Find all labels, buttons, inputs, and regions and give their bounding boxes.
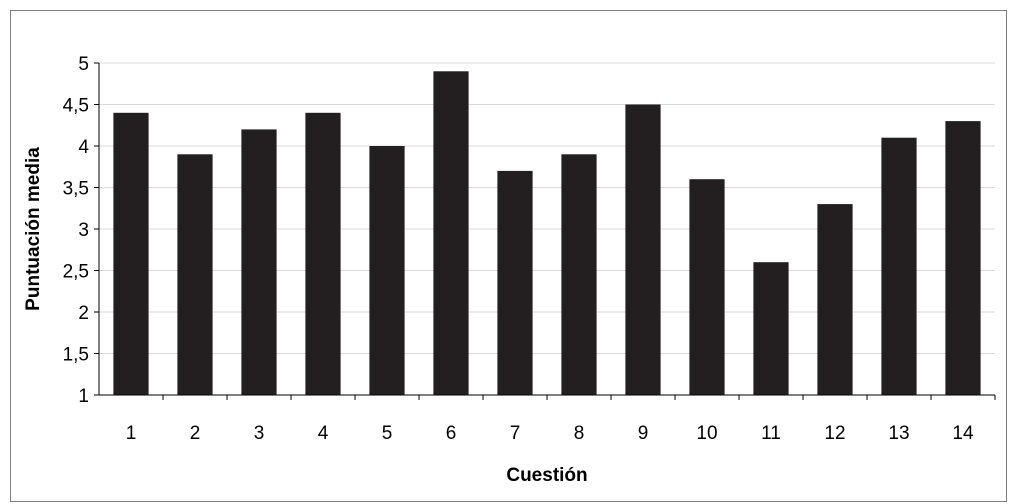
x-tick-label: 5 <box>382 423 393 444</box>
y-tick-label: 2,5 <box>63 262 89 283</box>
x-tick-label: 1 <box>126 423 137 444</box>
x-tick-label: 13 <box>888 423 909 444</box>
bar-8 <box>561 154 597 395</box>
x-axis-title: Cuestión <box>506 465 587 486</box>
x-tick-label: 7 <box>510 423 521 444</box>
x-tick-label: 14 <box>952 423 974 444</box>
y-tick-labels: 1 1,5 2 2,5 3 3,5 4 4,5 5 <box>63 54 99 407</box>
x-tick-label: 8 <box>574 423 585 444</box>
bar-13 <box>881 137 917 395</box>
x-tick-label: 11 <box>761 423 781 444</box>
bar-7 <box>497 170 533 395</box>
bar-6 <box>433 71 469 396</box>
y-tick-label: 3 <box>78 220 89 241</box>
chart-frame: 1 1,5 2 2,5 3 3,5 4 4,5 5 1 2 3 4 5 6 7 8 9 10 11 12 13 14 Pu… <box>10 10 1007 502</box>
bar-2 <box>177 154 213 395</box>
bar-1 <box>113 112 149 396</box>
x-tick-label: 3 <box>254 423 265 444</box>
y-axis-title: Puntuación media <box>23 147 44 311</box>
y-tick-label: 1,5 <box>63 345 89 366</box>
x-tick-label: 6 <box>446 423 457 444</box>
x-tick-label: 12 <box>824 423 845 444</box>
y-tick-label: 5 <box>78 54 89 75</box>
bar-9 <box>625 104 661 395</box>
x-tick-label: 2 <box>190 423 201 444</box>
x-tick-label: 4 <box>318 423 329 444</box>
gridlines <box>99 62 995 354</box>
x-tick-label: 10 <box>696 423 717 444</box>
bar-11 <box>753 262 789 395</box>
y-tick-label: 1 <box>78 386 89 407</box>
bar-14 <box>945 121 981 395</box>
bars <box>113 71 981 396</box>
y-tick-label: 3,5 <box>63 179 89 200</box>
bar-12 <box>817 204 853 395</box>
bar-3 <box>241 129 277 395</box>
bar-10 <box>689 179 725 395</box>
bar-4 <box>305 112 341 396</box>
bar-5 <box>369 146 405 395</box>
y-tick-label: 2 <box>78 303 89 324</box>
y-tick-label: 4,5 <box>63 96 89 117</box>
x-tick-label: 9 <box>638 423 649 444</box>
bar-chart: 11,522,533,544,55 1 2 3 4 5 6 7 8 9 10 11 12 13 14 Pu… <box>23 54 996 486</box>
x-tick-labels: 1 2 3 4 5 6 7 8 9 10 11 12 13 14 <box>126 395 996 444</box>
y-tick-label: 4 <box>78 137 89 158</box>
